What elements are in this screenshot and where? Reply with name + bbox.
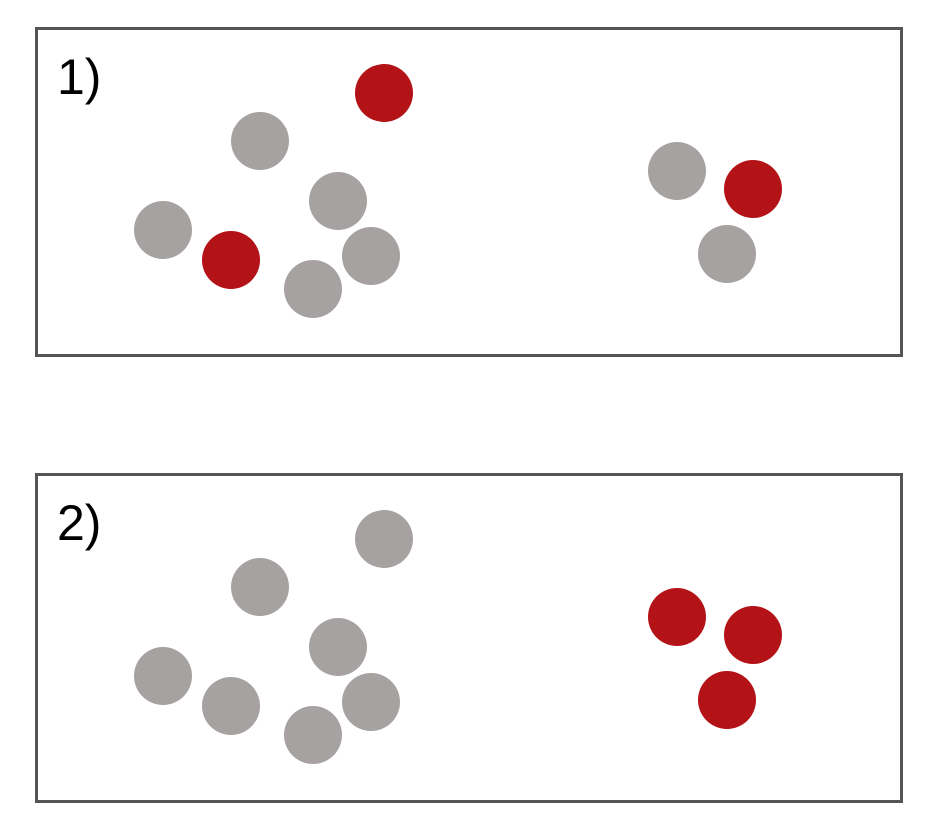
red-dot	[648, 588, 706, 646]
gray-dot	[648, 142, 706, 200]
red-dot	[698, 671, 756, 729]
gray-dot	[284, 260, 342, 318]
gray-dot	[355, 510, 413, 568]
gray-dot	[231, 112, 289, 170]
gray-dot	[231, 558, 289, 616]
gray-dot	[342, 227, 400, 285]
red-dot	[202, 231, 260, 289]
panel-1: 1)	[35, 27, 903, 357]
panel-label: 2)	[57, 495, 102, 551]
gray-dot	[342, 673, 400, 731]
red-dot	[724, 160, 782, 218]
gray-dot	[134, 647, 192, 705]
panel-label: 1)	[57, 49, 102, 105]
gray-dot	[309, 172, 367, 230]
panel-2: 2)	[35, 473, 903, 803]
gray-dot	[284, 706, 342, 764]
red-dot	[724, 606, 782, 664]
gray-dot	[202, 677, 260, 735]
gray-dot	[698, 225, 756, 283]
gray-dot	[309, 618, 367, 676]
red-dot	[355, 64, 413, 122]
gray-dot	[134, 201, 192, 259]
